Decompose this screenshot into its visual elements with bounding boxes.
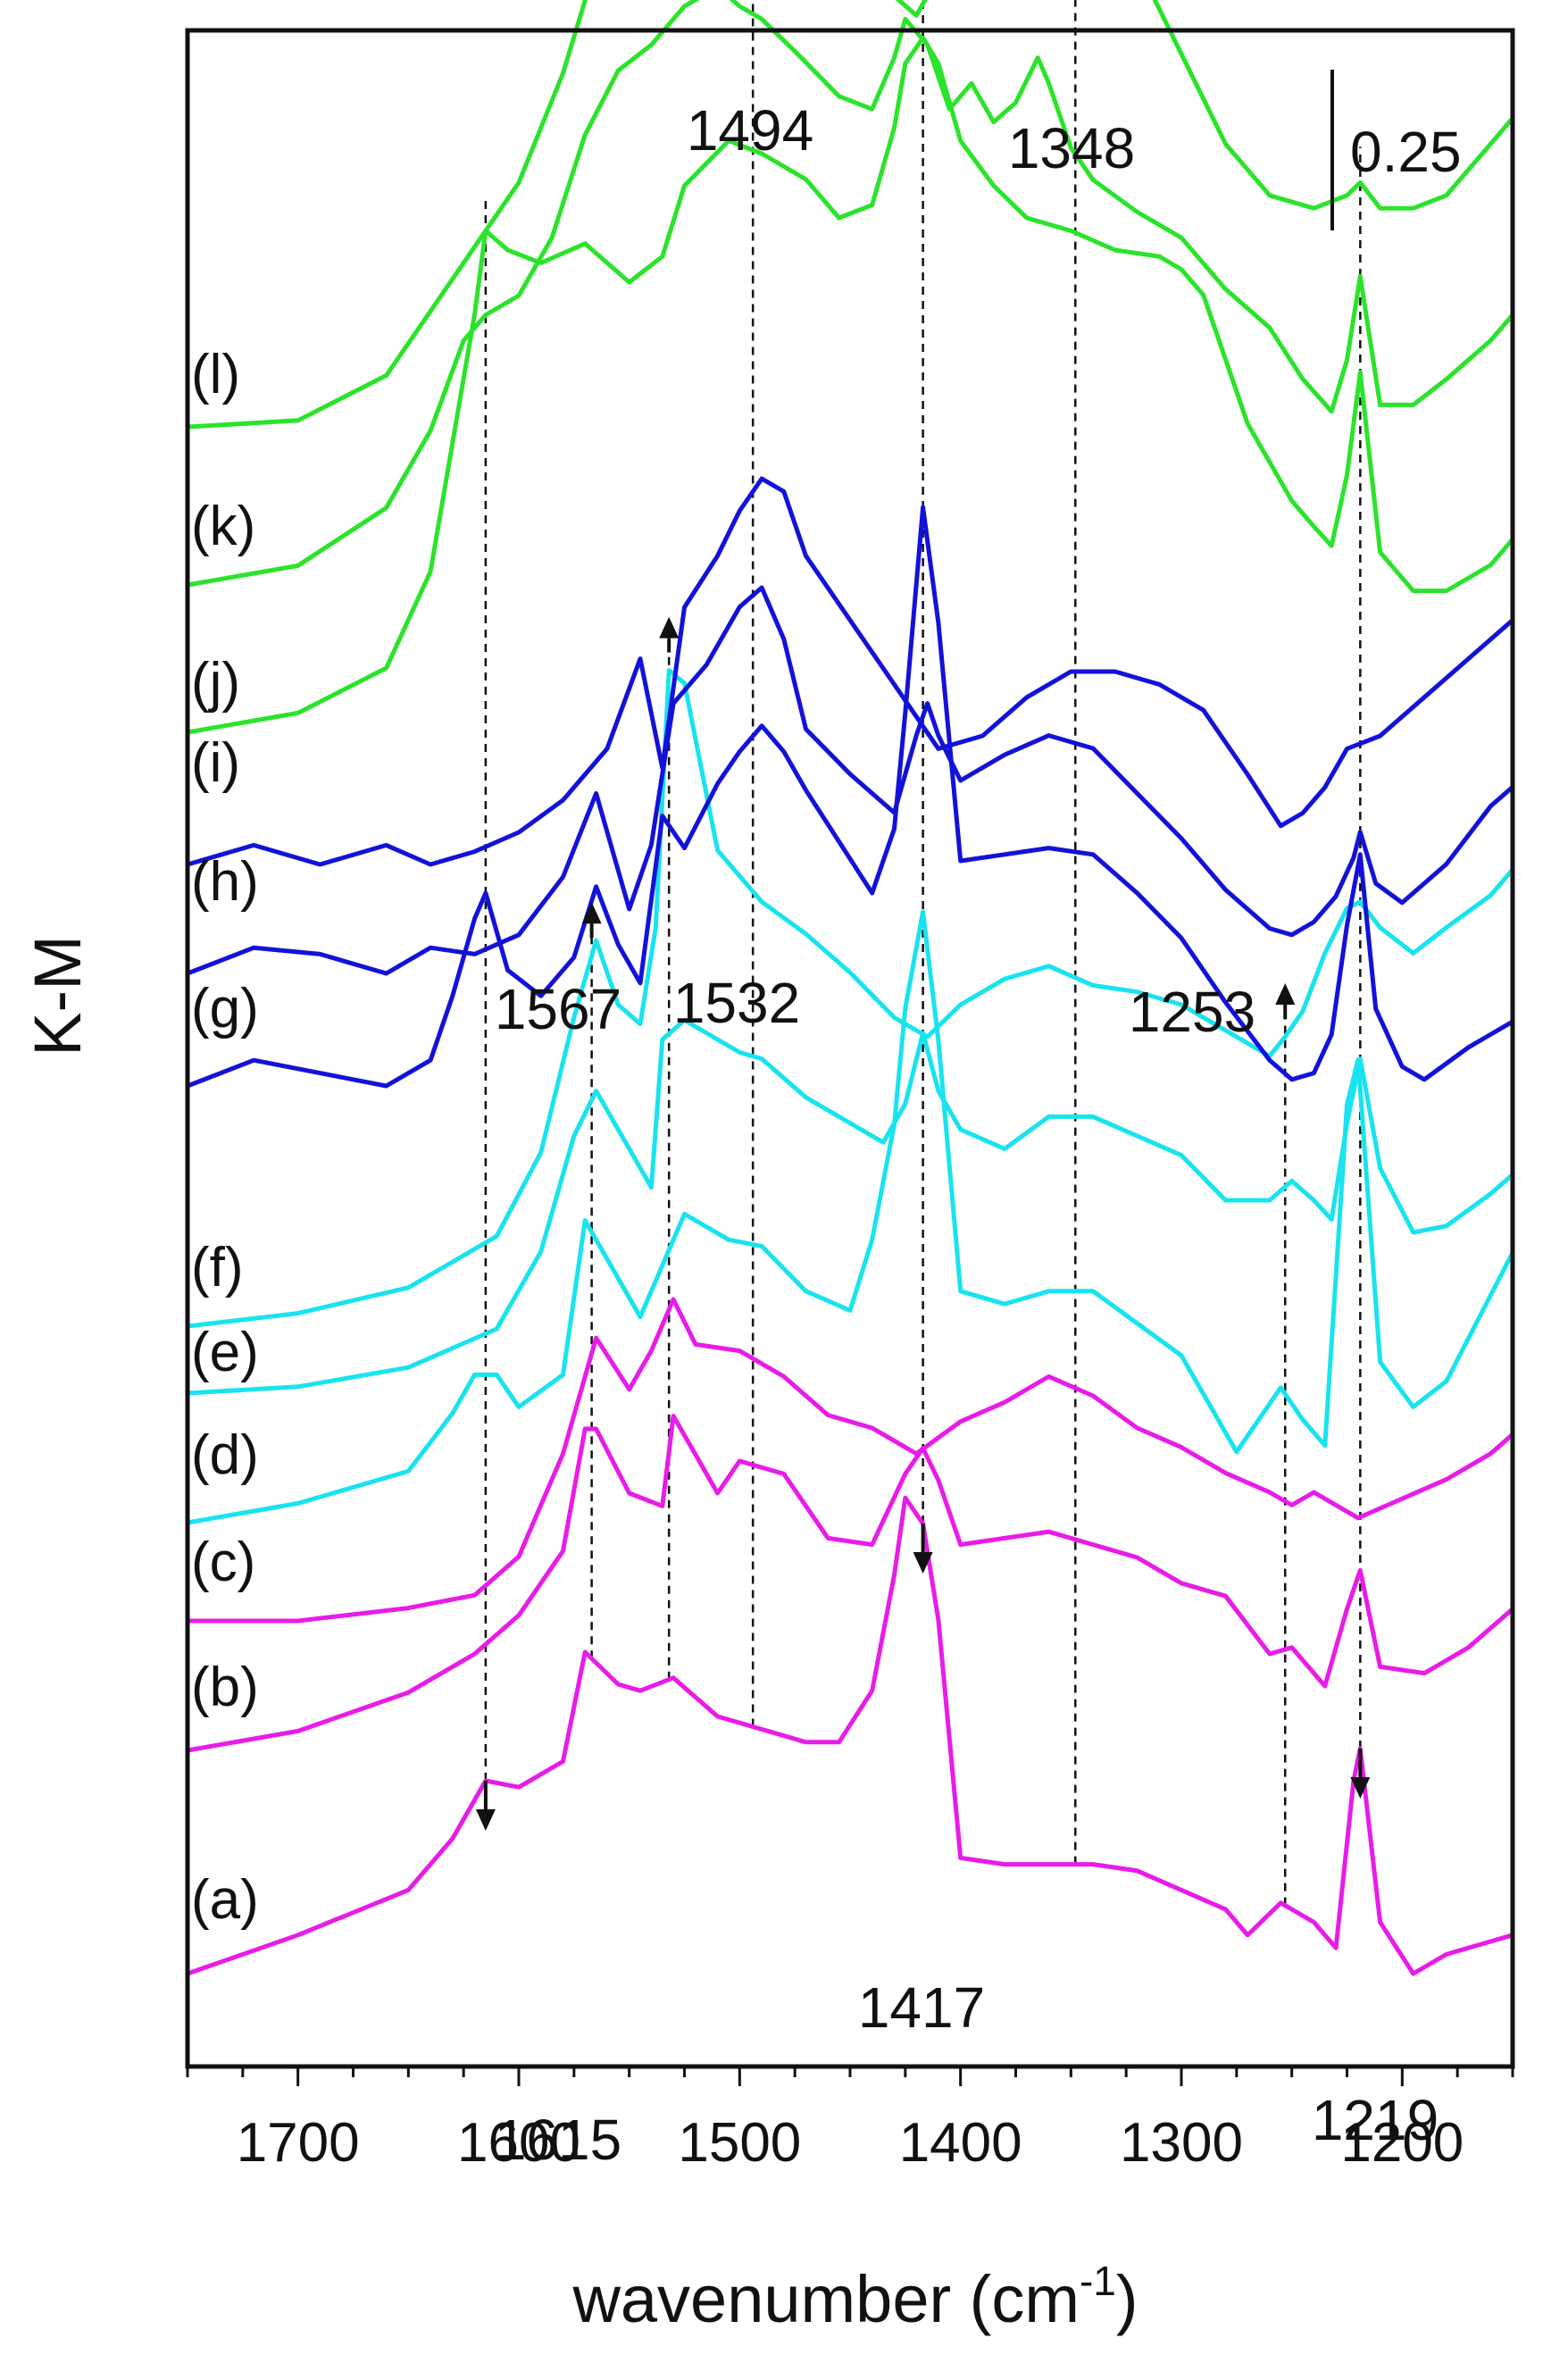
spectrum-d: [187, 909, 1515, 1525]
x-tick-label-1500: 1500: [678, 2112, 801, 2174]
curve-label-a: (a): [191, 1869, 259, 1931]
curve-label-j: (j): [191, 652, 240, 714]
x-tick-label-1600: 1600: [457, 2112, 580, 2174]
peak-label-1253: 1253: [1129, 980, 1255, 1044]
peak-guide-lines: [484, 0, 1362, 1906]
spectrum-e: [187, 1017, 1514, 1396]
peak-label-1348: 1348: [1008, 116, 1135, 180]
x-axis-title-close: ): [1116, 2262, 1138, 2336]
spectrum-h: [187, 585, 1514, 976]
plot-frame: [185, 28, 1515, 2069]
curve-label-b: (b): [191, 1657, 259, 1718]
spectrum-l: [187, 0, 1514, 430]
arrow-head-1567: [581, 902, 602, 924]
peak-label-1494: 1494: [687, 98, 813, 163]
curve-label-l: (l): [191, 344, 240, 405]
arrow-head-1253: [1275, 983, 1296, 1005]
scale-bar-label: 0.25: [1350, 120, 1462, 184]
peak-label-1417: 1417: [858, 1975, 985, 2040]
curve-labels: (a) (b) (c) (d) (e) (f) (g) (h) (i) (j) (k) (l): [191, 344, 259, 1931]
x-tick-label-1700: 1700: [237, 2112, 360, 2174]
x-tick-label-1200: 1200: [1340, 2112, 1464, 2174]
peak-label-1615: 1615: [495, 2108, 621, 2172]
x-axis-title: wavenumber (cm-1): [571, 2258, 1138, 2336]
spectrum-g: [187, 505, 1514, 1089]
spectrum-a: [187, 1495, 1514, 1976]
curve-label-d: (d): [191, 1424, 259, 1486]
x-axis-title-main: wavenumber (cm: [571, 2262, 1080, 2336]
arrow-head-1219: [1350, 1777, 1371, 1799]
spectrum-f: [187, 668, 1514, 1329]
curve-label-k: (k): [191, 496, 255, 557]
spectra-curves: [187, 0, 1515, 1976]
arrow-head-1615: [475, 1809, 496, 1831]
curve-label-h: (h): [191, 851, 259, 913]
scale-bar: 0.25: [1330, 70, 1462, 230]
curve-label-c: (c): [191, 1532, 255, 1593]
curve-label-i: (i): [191, 732, 240, 794]
spectrum-j: [187, 35, 1514, 735]
spectrum-c: [188, 1297, 1514, 1624]
x-axis-ticks: 1700 1600 1500 1400 1300 1200: [186, 2067, 1514, 2174]
arrow-head-1532: [659, 616, 680, 639]
curve-label-f: (f): [191, 1237, 244, 1298]
peak-label-1567: 1567: [495, 977, 621, 1041]
spectrum-i: [187, 476, 1514, 867]
x-axis-title-exponent: -1: [1080, 2258, 1116, 2304]
x-tick-label-1300: 1300: [1120, 2112, 1243, 2174]
spectrum-k: [187, 0, 1514, 588]
peak-markers: 1615 1567 1532 1494 1417 1348 1253 1219: [475, 98, 1439, 2172]
y-axis-title: K-M: [21, 935, 95, 1056]
spectrum-b: [187, 1414, 1514, 1753]
peak-label-1219: 1219: [1312, 2088, 1439, 2152]
peak-label-1532: 1532: [673, 971, 800, 1035]
x-tick-label-1400: 1400: [899, 2112, 1022, 2174]
curve-label-g: (g): [191, 978, 259, 1040]
arrow-head-1417: [913, 1552, 933, 1574]
curve-label-e: (e): [191, 1322, 259, 1383]
